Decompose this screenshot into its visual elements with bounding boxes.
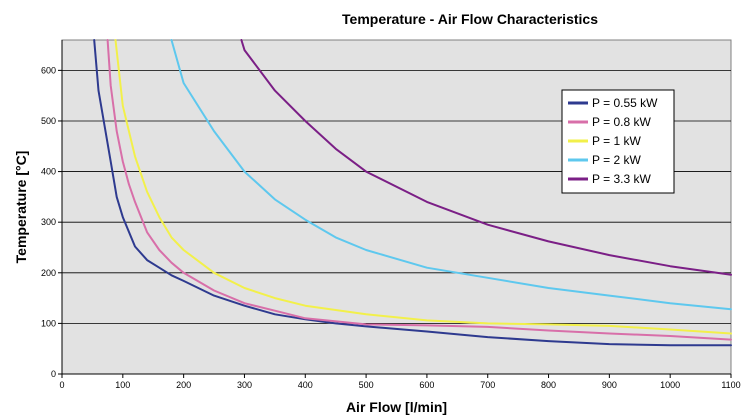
legend-label: P = 0.8 kW — [592, 115, 651, 129]
y-tick-label: 0 — [51, 369, 56, 379]
legend-label: P = 3.3 kW — [592, 172, 651, 186]
y-axis-title: Temperature [°C] — [13, 151, 29, 264]
y-tick-label: 500 — [41, 116, 56, 126]
y-tick-label: 300 — [41, 217, 56, 227]
series-line-5 — [240, 39, 732, 276]
legend-label: P = 0.55 kW — [592, 96, 658, 110]
axis-layer: 0 100 200 300 400 500 600 700 800 900 1000 1100 0 100… — [41, 40, 741, 390]
x-axis-title: Air Flow [l/min] — [346, 399, 447, 415]
chart-title: Temperature - Air Flow Characteristics — [342, 11, 598, 27]
x-tick-label: 200 — [176, 380, 191, 390]
series-line-4 — [170, 39, 732, 311]
x-tick-label: 400 — [298, 380, 313, 390]
x-tick-label: 1000 — [660, 380, 680, 390]
legend: P = 0.55 kW P = 0.8 kW P = 1 kW P = 2 kW P =… — [561, 89, 675, 194]
x-tick-label: 500 — [359, 380, 374, 390]
y-tick-label: 400 — [41, 167, 56, 177]
y-tick-label: 600 — [41, 65, 56, 75]
x-tick-label: 0 — [59, 380, 64, 390]
y-tick-label: 200 — [41, 268, 56, 278]
legend-label: P = 2 kW — [592, 153, 641, 167]
series-line-3 — [114, 39, 732, 335]
x-tick-label: 700 — [480, 380, 495, 390]
series-layer — [93, 39, 732, 347]
y-tick-label: 100 — [41, 318, 56, 328]
series-line-1 — [93, 39, 732, 347]
series-line-2 — [106, 39, 732, 341]
legend-label: P = 1 kW — [592, 134, 641, 148]
x-tick-label: 300 — [237, 380, 252, 390]
x-tick-label: 100 — [115, 380, 130, 390]
x-tick-label: 900 — [602, 380, 617, 390]
x-tick-label: 800 — [541, 380, 556, 390]
x-tick-label: 1100 — [721, 380, 740, 390]
x-tick-label: 600 — [419, 380, 434, 390]
grid-layer — [62, 69, 731, 324]
